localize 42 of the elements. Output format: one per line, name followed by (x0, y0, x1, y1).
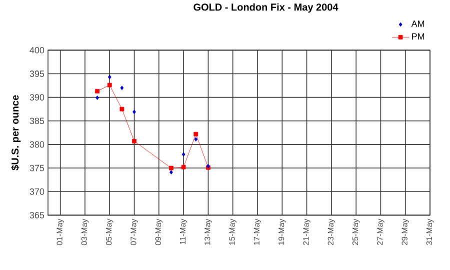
y-tick-label: 365 (30, 212, 44, 218)
y-tick-label: 390 (30, 94, 44, 100)
y-axis-title: $U.S. per ounce (11, 95, 21, 170)
chart-title: GOLD - London Fix - May 2004 (194, 3, 338, 13)
point (120, 106, 124, 112)
x-tick-label: 23-May (328, 218, 336, 245)
point (132, 138, 136, 144)
point (170, 170, 173, 174)
point (181, 164, 186, 170)
x-tick-label: 17-May (254, 218, 262, 245)
x-tick-label: 25-May (352, 218, 360, 245)
x-tick-label: 03-May (81, 218, 89, 245)
legend-label: AM (411, 20, 424, 27)
x-tick-label: 13-May (204, 218, 212, 245)
x-tick-label: 21-May (303, 218, 310, 245)
x-tick-label: 19-May (278, 218, 286, 245)
point (120, 86, 124, 90)
point (108, 74, 112, 80)
x-tick-label: 01-May (56, 218, 64, 245)
x-tick-label: 11-May (180, 218, 188, 244)
x-tick-label: 27-May (377, 218, 384, 245)
x-tick-label: 09-May (155, 218, 163, 245)
y-tick-label: 380 (30, 141, 44, 148)
x-tick-label: 29-May (402, 218, 409, 245)
y-tick-label: 370 (30, 188, 44, 195)
point (96, 96, 99, 100)
x-tick-label: 15-May (229, 218, 236, 245)
y-tick-label: 375 (30, 164, 44, 172)
point (169, 166, 174, 170)
point (194, 136, 198, 142)
y-tick-label: 400 (30, 46, 44, 54)
point (132, 110, 136, 114)
point (182, 152, 186, 156)
point (107, 82, 112, 88)
point (95, 88, 100, 94)
legend-label: PM (412, 33, 424, 40)
x-tick-label: 07-May (130, 218, 138, 245)
y-tick-label: 385 (30, 118, 44, 124)
y-tick-label: 395 (30, 70, 44, 77)
x-tick-label: 05-May (106, 218, 114, 245)
x-tick-label: 31-May (426, 218, 434, 246)
point (194, 132, 198, 136)
